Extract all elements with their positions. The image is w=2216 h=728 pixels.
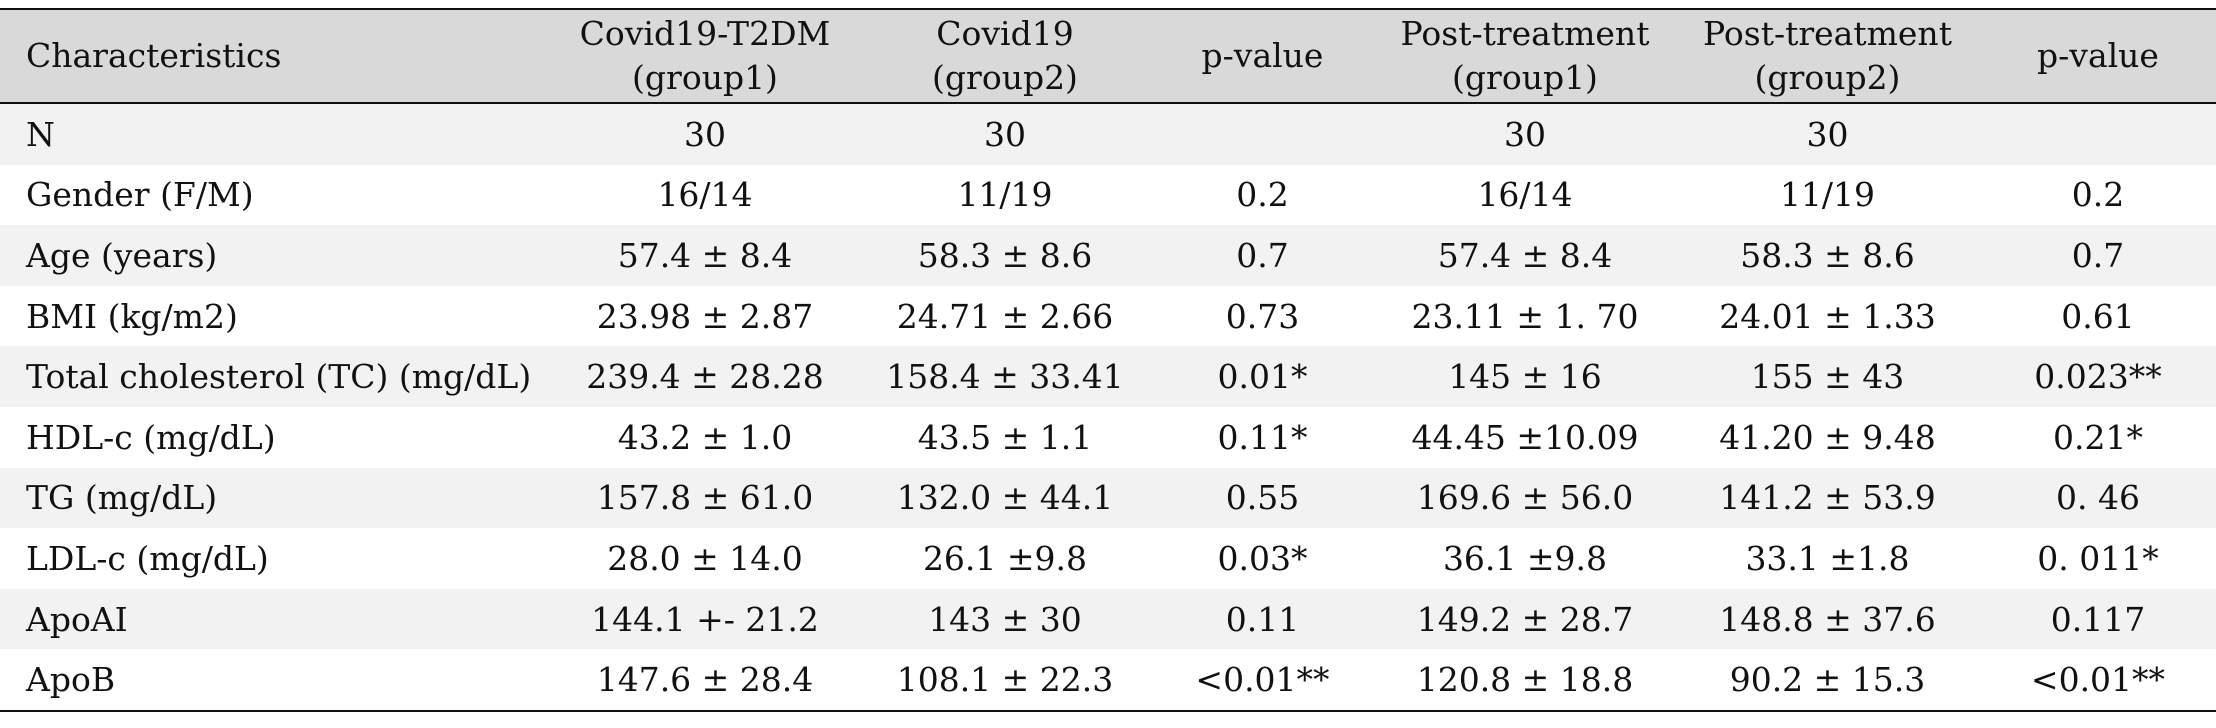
post-group2-cell: 33.1 ±1.8 (1745, 538, 1910, 578)
post-group2-cell: 155 ± 43 (1750, 357, 1905, 397)
post-group1-cell: 30 (1504, 114, 1546, 154)
post-group2-cell: 90.2 ± 15.3 (1729, 660, 1926, 700)
p-value-pre-cell: 0.03* (1217, 538, 1308, 578)
p-value-post-cell: 0.7 (2071, 235, 2125, 275)
characteristic-cell: Gender (F/M) (26, 175, 254, 215)
group2-cell: 143 ± 30 (928, 599, 1082, 639)
p-value-post-cell: 0.023** (2034, 357, 2162, 397)
data-table-container: Characteristics Covid19-T2DM (group1) Co… (0, 8, 2216, 712)
group2-cell: 11/19 (957, 175, 1053, 215)
characteristic-cell: Total cholesterol (TC) (mg/dL) (26, 357, 532, 397)
p-value-pre-cell: 0.01* (1217, 357, 1308, 397)
post-group2-cell: 11/19 (1779, 175, 1876, 215)
group1-cell: 23.98 ± 2.87 (596, 296, 814, 336)
p-value-pre-cell: <0.01** (1195, 660, 1330, 700)
group2-cell: 26.1 ±9.8 (922, 538, 1088, 578)
p-value-pre-cell: 0.11* (1217, 417, 1308, 457)
post-group1-cell: 145 ± 16 (1448, 357, 1602, 397)
group1-cell: 30 (684, 114, 726, 154)
table-row: TG (mg/dL) 157.8 ± 61.0 132.0 ± 44.1 0.55 16… (0, 467, 2216, 529)
p-value-pre-cell: 0.2 (1236, 175, 1289, 215)
group1-cell: 57.4 ± 8.4 (617, 235, 793, 275)
group1-cell: 16/14 (657, 175, 753, 215)
table-row: ApoB 147.6 ± 28.4 108.1 ± 22.3 <0.01** 120.8… (0, 649, 2216, 711)
post-group1-cell: 16/14 (1477, 175, 1573, 215)
table-row: BMI (kg/m2) 23.98 ± 2.87 24.71 ± 2.66 0.73 2… (0, 285, 2216, 347)
post-group2-cell: 148.8 ± 37.6 (1719, 599, 1936, 639)
header-p-value-pre: p-value (1201, 36, 1324, 75)
group2-cell: 132.0 ± 44.1 (896, 478, 1114, 518)
group1-cell: 28.0 ± 14.0 (607, 538, 803, 578)
group2-cell: 58.3 ± 8.6 (917, 235, 1093, 275)
post-group1-cell: 57.4 ± 8.4 (1437, 235, 1613, 275)
table-header: Characteristics Covid19-T2DM (group1) Co… (0, 9, 2216, 103)
p-value-post-cell: 0. 46 (2056, 478, 2140, 518)
post-group1-cell: 36.1 ±9.8 (1442, 538, 1608, 578)
group2-cell: 24.71 ± 2.66 (896, 296, 1114, 336)
p-value-pre-cell: 0.7 (1236, 235, 1289, 275)
table-body: N 30 30 30 30 Gender (F/M) 16/14 11/19 0.2 16/14 1… (0, 103, 2216, 711)
post-group1-cell: 149.2 ± 28.7 (1416, 599, 1634, 639)
group2-cell: 43.5 ± 1.1 (917, 417, 1093, 457)
post-group1-cell: 169.6 ± 56.0 (1416, 478, 1634, 518)
group1-cell: 144.1 +- 21.2 (591, 599, 819, 639)
header-p-value-post: p-value (2037, 36, 2159, 75)
group1-cell: 43.2 ± 1.0 (617, 417, 793, 457)
header-row: Characteristics Covid19-T2DM (group1) Co… (0, 9, 2216, 103)
header-characteristics: Characteristics (26, 36, 282, 75)
post-group2-cell: 24.01 ± 1.33 (1719, 296, 1936, 336)
table-row: N 30 30 30 30 (0, 103, 2216, 165)
table-row: LDL-c (mg/dL) 28.0 ± 14.0 26.1 ±9.8 0.03* 36… (0, 528, 2216, 589)
group1-cell: 239.4 ± 28.28 (586, 357, 824, 397)
p-value-post-cell: 0. 011* (2037, 538, 2159, 578)
group1-cell: 157.8 ± 61.0 (596, 478, 814, 518)
p-value-pre-cell (1150, 103, 1375, 165)
header-post-treatment-group1: Post-treatment (group1) (1400, 14, 1650, 97)
p-value-pre-cell: 0.73 (1225, 296, 1300, 336)
p-value-post-cell: 0.117 (2050, 599, 2146, 639)
characteristic-cell: HDL-c (mg/dL) (26, 417, 276, 457)
characteristic-cell: ApoAI (26, 599, 128, 639)
table-row: Total cholesterol (TC) (mg/dL) 239.4 ± 28… (0, 346, 2216, 407)
header-covid19: Covid19 (group2) (932, 14, 1078, 97)
characteristic-cell: N (26, 114, 55, 154)
post-group1-cell: 44.45 ±10.09 (1411, 417, 1639, 457)
p-value-pre-cell: 0.11 (1225, 599, 1300, 639)
group2-cell: 158.4 ± 33.41 (886, 357, 1124, 397)
table-row: HDL-c (mg/dL) 43.2 ± 1.0 43.5 ± 1.1 0.11* 44… (0, 406, 2216, 468)
characteristic-cell: ApoB (26, 660, 116, 700)
characteristic-cell: LDL-c (mg/dL) (26, 538, 269, 578)
characteristic-cell: Age (years) (26, 235, 218, 275)
post-group2-cell: 58.3 ± 8.6 (1740, 235, 1915, 275)
group2-cell: 30 (984, 114, 1026, 154)
post-group2-cell: 41.20 ± 9.48 (1719, 417, 1936, 457)
group2-cell: 108.1 ± 22.3 (896, 660, 1114, 700)
characteristic-cell: TG (mg/dL) (26, 478, 218, 518)
post-group2-cell: 30 (1806, 114, 1849, 154)
post-group1-cell: 120.8 ± 18.8 (1416, 660, 1634, 700)
p-value-post-cell: 0.21* (2053, 417, 2143, 457)
characteristic-cell: BMI (kg/m2) (26, 296, 238, 336)
p-value-post-cell: 0.61 (2061, 296, 2135, 336)
characteristics-table: Characteristics Covid19-T2DM (group1) Co… (0, 8, 2216, 712)
table-row: ApoAI 144.1 +- 21.2 143 ± 30 0.11 149.2 ± 28… (0, 588, 2216, 650)
table-row: Gender (F/M) 16/14 11/19 0.2 16/14 11/19 0.2 (0, 164, 2216, 226)
header-covid19-t2dm: Covid19-T2DM (group1) (579, 14, 831, 97)
post-group1-cell: 23.11 ± 1. 70 (1411, 296, 1639, 336)
p-value-post-cell: <0.01** (2030, 660, 2166, 700)
table-row: Age (years) 57.4 ± 8.4 58.3 ± 8.6 0.7 57.4 ±… (0, 225, 2216, 286)
group1-cell: 147.6 ± 28.4 (596, 660, 814, 700)
p-value-pre-cell: 0.55 (1225, 478, 1300, 518)
post-group2-cell: 141.2 ± 53.9 (1719, 478, 1936, 518)
p-value-post-cell: 0.2 (2071, 175, 2125, 215)
p-value-post-cell (1980, 103, 2216, 165)
header-post-treatment-group2: Post-treatment (group2) (1703, 14, 1952, 97)
